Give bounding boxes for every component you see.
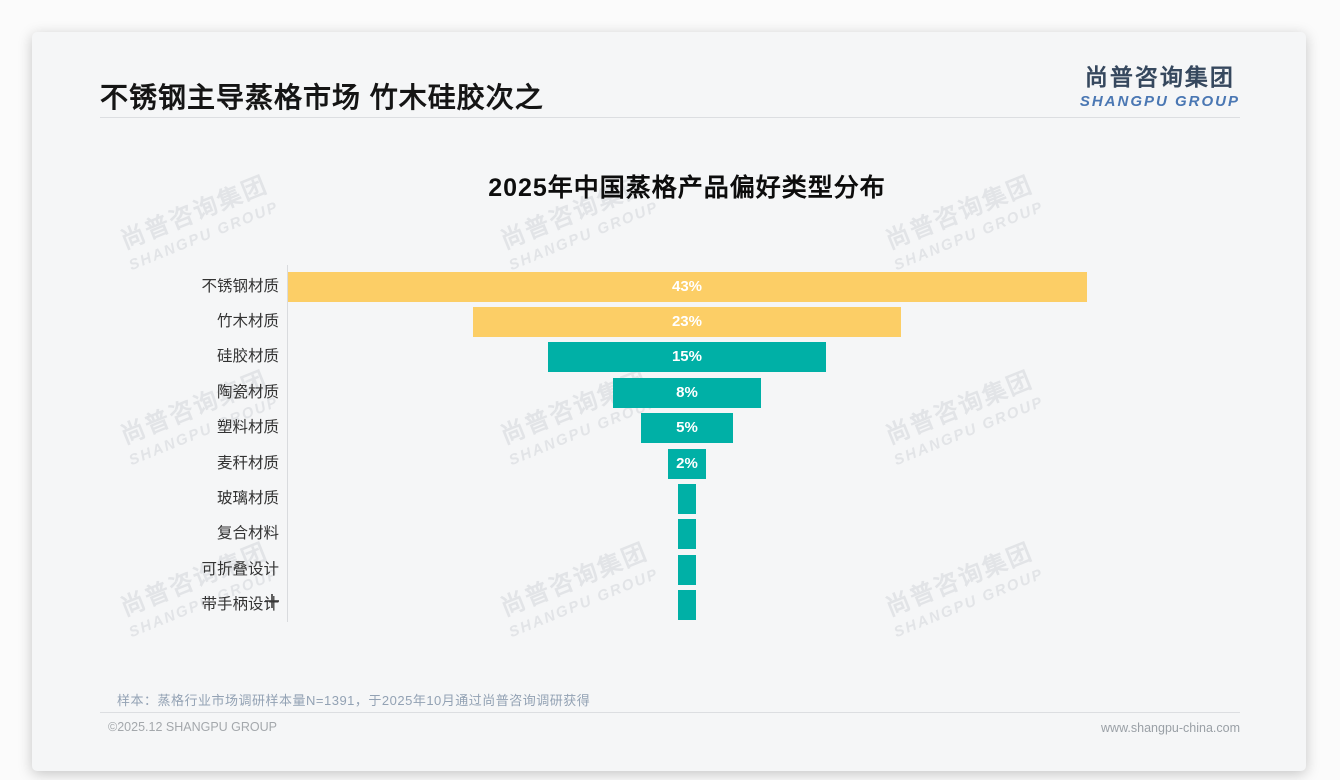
category-label: 竹木材质 (216, 312, 279, 330)
category-label: 带手柄设计 (201, 596, 279, 614)
report-card: 尚普咨询集团 SHANGPU GROUP 尚普咨询集团 SHANGPU GROUP 尚普… (32, 32, 1306, 771)
bar-value-label: 8% (676, 383, 698, 401)
bar-value-label: 15% (671, 348, 702, 366)
page-title: 不锈钢主导蒸格市场 竹木硅胶次之 (100, 82, 544, 113)
watermark-text-cn: 尚普咨询集团 (117, 171, 272, 255)
category-label: 硅胶材质 (216, 348, 279, 366)
bar-10 (677, 590, 697, 621)
category-label: 复合材料 (216, 525, 279, 543)
brand-watermark: 尚普咨询集团 SHANGPU GROUP (99, 158, 295, 279)
crosshair-icon (265, 594, 279, 608)
bar-value-label: 2% (676, 454, 698, 472)
bar-2: 23% (473, 306, 901, 337)
category-label: 可折叠设计 (201, 560, 279, 578)
bar-7 (677, 483, 697, 514)
category-label: 玻璃材质 (216, 489, 279, 507)
footer-copyright: ©2025.12 SHANGPU GROUP (108, 720, 277, 734)
bar-4: 8% (612, 377, 762, 408)
footer-website: www.shangpu-china.com (1101, 721, 1240, 735)
chart-title: 2025年中国蒸格产品偏好类型分布 (488, 174, 886, 202)
bar-3: 15% (547, 342, 827, 373)
chart-plot-area: 不锈钢材质 43% 竹木材质 23% 硅胶材质 15% 陶瓷材质 8% 塑料材质 5% 麦秆材质 2%… (32, 265, 1306, 623)
bar-value-label: 5% (676, 419, 698, 437)
brand-logo: 尚普咨询集团 SHANGPU GROUP (1080, 58, 1240, 110)
mouse-cursor-crosshair (265, 594, 279, 608)
header-divider (100, 117, 1240, 118)
bar-value-label: 23% (671, 312, 702, 330)
category-label: 陶瓷材质 (216, 383, 279, 401)
category-label: 不锈钢材质 (201, 277, 279, 295)
y-axis-line (287, 265, 288, 622)
bar-6: 2% (668, 448, 706, 479)
footer-divider (100, 712, 1240, 713)
bar-8 (677, 519, 697, 550)
bar-5: 5% (640, 413, 734, 444)
bar-9 (677, 554, 697, 585)
bar-value-label: 43% (671, 277, 703, 295)
category-label: 麦秆材质 (216, 454, 279, 472)
brand-logo-english: SHANGPU GROUP (1079, 93, 1240, 110)
bar-1: 43% (287, 271, 1087, 302)
category-label: 塑料材质 (216, 419, 279, 437)
brand-logo-chinese: 尚普咨询集团 (1084, 64, 1235, 90)
sample-note: 样本：蒸格行业市场调研样本量N=1391，于2025年10月通过尚普咨询调研获得 (117, 693, 591, 708)
